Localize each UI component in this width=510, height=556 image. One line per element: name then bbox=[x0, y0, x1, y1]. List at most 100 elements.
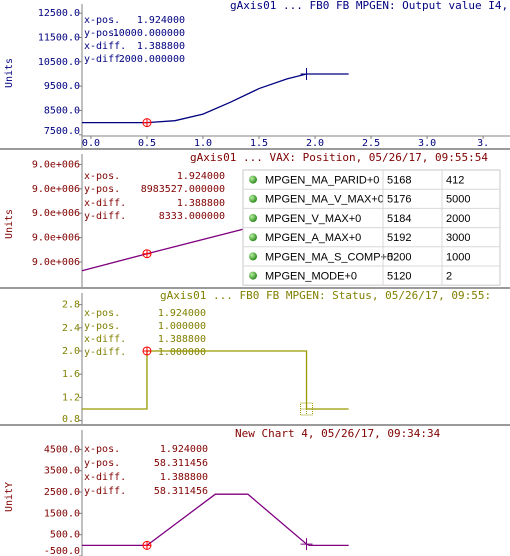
table-cell: 5192 bbox=[387, 232, 411, 244]
table-cell: MPGEN_MA_PARID+0 bbox=[265, 175, 379, 187]
table-cell: 5000 bbox=[446, 194, 470, 206]
cursor-marker bbox=[142, 249, 152, 259]
table-cell: 3000 bbox=[446, 232, 470, 244]
table-cell: MPGEN_MODE+0 bbox=[265, 271, 357, 283]
table-cell: 5176 bbox=[387, 194, 411, 206]
readout-label: y-diff. bbox=[84, 347, 126, 358]
readout-value: 2000.000000 bbox=[119, 54, 185, 65]
readout-value: 1.388800 bbox=[158, 334, 206, 345]
cursor-plus bbox=[300, 67, 313, 80]
y-tick-label: 12500.0 bbox=[38, 8, 80, 19]
readout-value: 1.924000 bbox=[160, 444, 208, 455]
x-tick-label: 1.5 bbox=[250, 138, 268, 149]
y-tick-label: 3500.0 bbox=[44, 466, 80, 477]
chart-title: gAxis01 ... FB0 FB MPGEN: Output value I… bbox=[230, 0, 510, 12]
y-axis-title: UnitY bbox=[4, 482, 15, 512]
table-cell: 5200 bbox=[387, 251, 411, 263]
cursor-plus bbox=[300, 538, 313, 551]
cursor-cross bbox=[142, 118, 151, 127]
y-tick-label: -500.0 bbox=[44, 546, 80, 556]
readout-value: 1.924000 bbox=[158, 308, 206, 319]
y-tick-label: 0.8 bbox=[62, 414, 80, 425]
cursor-cross bbox=[142, 249, 151, 258]
x-tick-label: 3. bbox=[477, 138, 489, 149]
status-icon bbox=[249, 233, 257, 242]
y-tick-label: 9500.0 bbox=[44, 81, 80, 92]
x-tick-label: 2.0 bbox=[306, 138, 324, 149]
readout-label: y-pos. bbox=[84, 321, 120, 332]
readout-value: 1.388800 bbox=[177, 198, 225, 209]
y-tick-label: 9.0e+006 bbox=[32, 184, 80, 195]
table-cell: MPGEN_MA_S_COMP+0 bbox=[265, 251, 393, 263]
y-tick-label: 9.0e+006 bbox=[32, 257, 80, 268]
y-tick-label: 11500.0 bbox=[38, 32, 80, 43]
readout-label: x-diff. bbox=[84, 472, 126, 483]
table-cell: MPGEN_V_MAX+0 bbox=[265, 213, 361, 225]
y-tick-label: 1.6 bbox=[62, 369, 80, 380]
status-icon bbox=[249, 175, 257, 184]
y-tick-label: 9.0e+006 bbox=[32, 208, 80, 219]
readout-label: x-diff. bbox=[84, 41, 126, 52]
cursor-marker bbox=[142, 346, 152, 356]
series-line bbox=[82, 73, 349, 124]
readout-value: 1.388800 bbox=[160, 472, 208, 483]
readout-label: y-diff. bbox=[84, 486, 126, 497]
cursor-marker bbox=[142, 118, 152, 128]
cursor-cross bbox=[142, 346, 151, 355]
x-tick-label: 0.0 bbox=[82, 138, 100, 149]
readout-value: 1.000000 bbox=[158, 321, 206, 332]
x-tick-label: 1.0 bbox=[194, 138, 212, 149]
cursor-marker bbox=[142, 540, 152, 550]
readout-label: y-pos. bbox=[84, 458, 120, 469]
chart-title: gAxis01 ... FB0 FB MPGEN: Status, 05/26/… bbox=[160, 289, 491, 302]
readout-label: x-pos. bbox=[84, 171, 120, 182]
table-cell: 2000 bbox=[446, 213, 470, 225]
y-axis-title: Units bbox=[4, 209, 15, 239]
table-cell: 1000 bbox=[446, 251, 470, 263]
status-icon bbox=[249, 194, 257, 203]
readout-value: 1.924000 bbox=[177, 171, 225, 182]
table-cell: MPGEN_MA_V_MAX+0 bbox=[265, 194, 384, 206]
readout-label: y-diff. bbox=[84, 211, 126, 222]
y-axis-title: Units bbox=[4, 58, 15, 88]
cursor-marker bbox=[300, 67, 313, 80]
y-tick-label: 1500.0 bbox=[44, 508, 80, 519]
status-icon bbox=[249, 252, 257, 261]
readout-label: x-pos. bbox=[84, 444, 120, 455]
y-tick-label: 9.0e+006 bbox=[32, 159, 80, 170]
readout-value: 1.000000 bbox=[158, 347, 206, 358]
readout-label: x-pos. bbox=[84, 15, 120, 26]
readout-value: 58.311456 bbox=[154, 458, 208, 469]
readout-label: x-diff. bbox=[84, 334, 126, 345]
readout-value: 8983527.000000 bbox=[141, 184, 225, 195]
y-tick-label: 10500.0 bbox=[38, 57, 80, 68]
readout-value: 1.924000 bbox=[137, 15, 185, 26]
panel-separator bbox=[0, 424, 510, 426]
y-tick-label: 2.0 bbox=[62, 346, 80, 357]
readout-value: 10000.000000 bbox=[113, 28, 185, 39]
panel-separator bbox=[0, 148, 510, 150]
table-cell: MPGEN_A_MAX+0 bbox=[265, 232, 361, 244]
y-tick-label: 2.8 bbox=[62, 300, 80, 311]
chart-title: New Chart 4, 05/26/17, 09:34:34 bbox=[235, 427, 441, 440]
status-icon bbox=[249, 271, 257, 280]
table-cell: 2 bbox=[446, 271, 452, 283]
y-tick-label: 1.2 bbox=[62, 392, 80, 403]
y-tick-label: 9.0e+006 bbox=[32, 233, 80, 244]
table-cell: 5120 bbox=[387, 271, 411, 283]
x-tick-label: 3.0 bbox=[418, 138, 436, 149]
status-icon bbox=[249, 214, 257, 222]
cursor-marker bbox=[300, 402, 314, 416]
readout-value: 8333.000000 bbox=[159, 211, 225, 222]
panel-separator bbox=[0, 287, 510, 289]
y-tick-label: 7500.0 bbox=[44, 126, 80, 137]
readout-label: x-diff. bbox=[84, 198, 126, 209]
readout-label: x-pos. bbox=[84, 308, 120, 319]
y-tick-label: 2500.0 bbox=[44, 487, 80, 498]
readout-value: 1.388800 bbox=[137, 41, 185, 52]
table-cell: 5168 bbox=[387, 175, 411, 187]
cursor-marker bbox=[300, 538, 313, 551]
table-cell: 412 bbox=[446, 175, 464, 187]
readout-label: y-pos. bbox=[84, 184, 120, 195]
